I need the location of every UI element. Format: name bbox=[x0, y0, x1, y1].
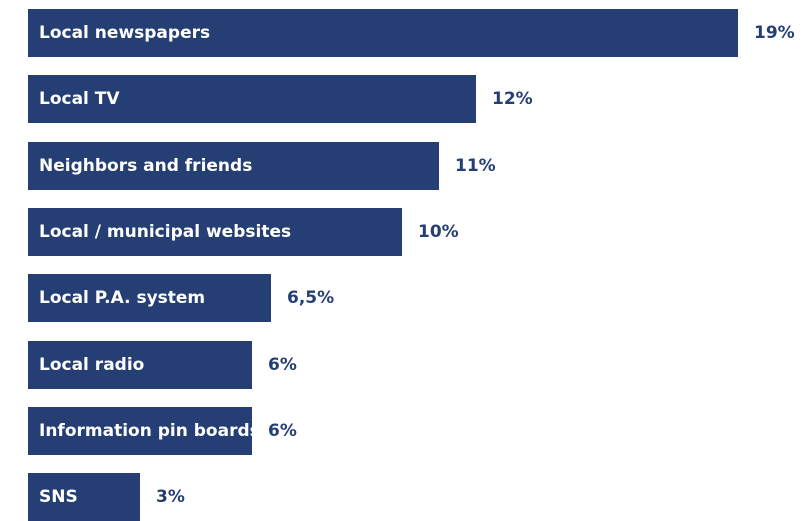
category-label: Local P.A. system bbox=[39, 288, 206, 308]
value-label: 10% bbox=[418, 222, 459, 242]
value-label: 6,5% bbox=[287, 288, 335, 308]
bar-6 bbox=[28, 341, 252, 389]
value-label: 11% bbox=[455, 156, 496, 176]
value-label: 6% bbox=[268, 421, 297, 441]
category-label: Neighbors and friends bbox=[39, 156, 253, 176]
bar-5 bbox=[28, 274, 271, 322]
value-label: 19% bbox=[754, 23, 795, 43]
value-label: 3% bbox=[156, 487, 185, 507]
category-label: Local / municipal websites bbox=[39, 222, 292, 242]
category-label: Local radio bbox=[39, 355, 145, 375]
category-label: Local newspapers bbox=[39, 23, 211, 43]
bar-1 bbox=[28, 9, 738, 57]
category-label: SNS bbox=[39, 487, 78, 507]
bar-4 bbox=[28, 208, 402, 256]
bar-3 bbox=[28, 142, 439, 190]
category-label: Information pin boards bbox=[39, 421, 260, 441]
bar-2 bbox=[28, 75, 476, 123]
category-label: Local TV bbox=[39, 89, 120, 109]
value-label: 12% bbox=[492, 89, 533, 109]
bar-7 bbox=[28, 407, 252, 455]
value-label: 6% bbox=[268, 355, 297, 375]
